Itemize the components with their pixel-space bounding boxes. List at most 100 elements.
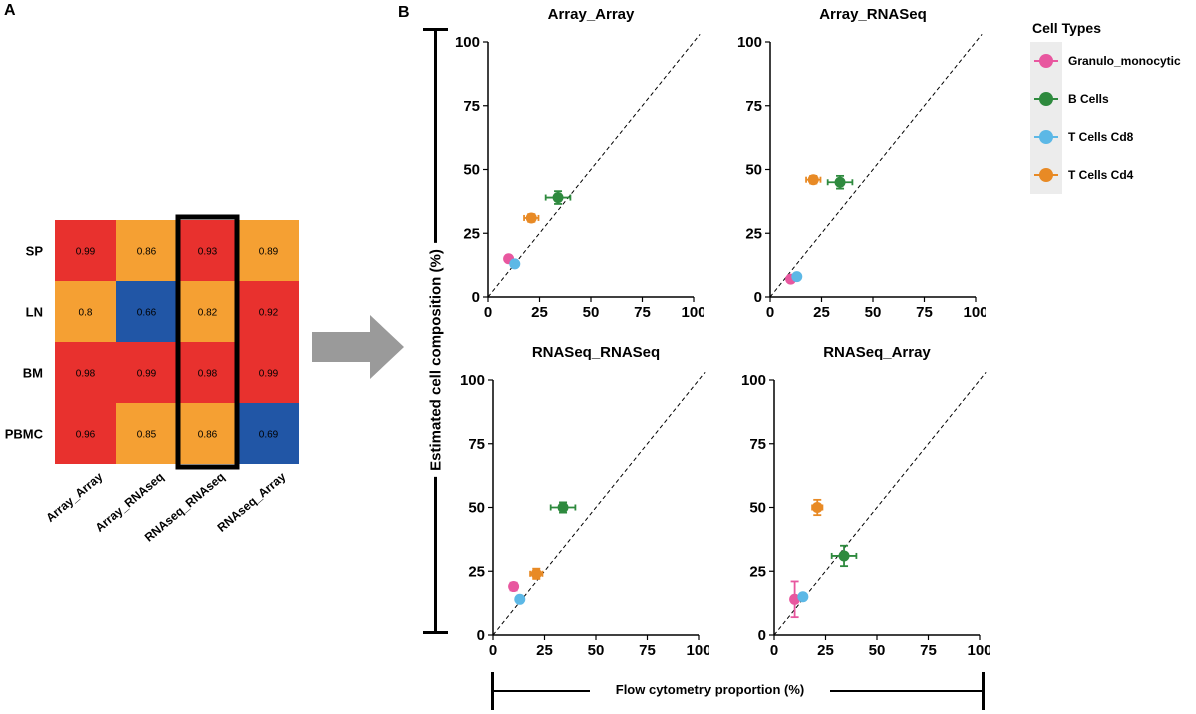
y-tick-label: 25 <box>745 225 762 242</box>
heatmap-cell <box>116 281 177 342</box>
heatmap-cell-value: 0.85 <box>137 430 157 441</box>
y-tick-label: 50 <box>468 500 485 517</box>
legend-label: T Cells Cd8 <box>1068 130 1134 144</box>
y-tick-label: 25 <box>463 225 480 242</box>
x-tick-label: 100 <box>681 304 704 321</box>
scatter-plot-rnaseq-array: RNASeq_Array 0 25 50 75 100 0 25 50 75 100 <box>741 344 990 659</box>
point-marker <box>557 502 569 513</box>
y-tick-label: 100 <box>455 34 480 51</box>
heatmap-cell-value: 0.69 <box>259 430 279 441</box>
heatmap-cell <box>116 342 177 403</box>
x-tick-label: 25 <box>531 304 548 321</box>
point-marker <box>834 176 846 188</box>
x-axis-label: Flow cytometry proportion (%) <box>590 682 830 698</box>
y-tick-label: 0 <box>472 289 480 306</box>
x-tick-label: 25 <box>813 304 830 321</box>
heatmap-cell <box>177 403 238 464</box>
identity-line <box>773 372 987 636</box>
y-tick-label: 100 <box>460 372 485 389</box>
legend-dot-icon <box>1039 54 1053 68</box>
identity-line <box>492 372 706 636</box>
y-axis-label: Estimated cell composition (%) <box>427 243 445 477</box>
heatmap-row-label: PBMC <box>5 427 44 442</box>
heatmap-cell <box>55 342 116 403</box>
right-arrow-icon <box>312 315 404 379</box>
heatmap-row-label: BM <box>23 366 43 381</box>
point-marker <box>838 550 850 562</box>
plot-title: RNASeq_RNASeq <box>532 344 660 361</box>
plot-title: Array_Array <box>548 6 635 23</box>
x-tick-label: 0 <box>484 304 492 321</box>
data-point-b-cells <box>826 174 854 190</box>
heatmap-cell-value: 0.89 <box>259 247 279 258</box>
data-point-granulo-monocytic <box>508 581 520 593</box>
point-marker <box>552 192 564 204</box>
point-marker <box>811 502 823 513</box>
y-tick-label: 0 <box>477 627 485 644</box>
data-point-b-cells <box>544 190 572 205</box>
heatmap-cell-value: 0.82 <box>198 308 218 319</box>
data-point-t-cells-cd8 <box>509 258 521 270</box>
legend-dot-icon <box>1039 92 1053 106</box>
panel-label-a: A <box>4 2 16 19</box>
legend-dot-icon <box>1039 168 1053 182</box>
heatmap-cell <box>55 403 116 464</box>
heatmap-cell-value: 0.92 <box>259 308 279 319</box>
x-tick-label: 100 <box>967 642 990 659</box>
x-tick-label: 50 <box>583 304 600 321</box>
identity-line <box>769 34 983 298</box>
heatmap-cell-value: 0.86 <box>198 430 218 441</box>
heatmap-cell-value: 0.99 <box>76 247 96 258</box>
y-tick-label: 50 <box>749 500 766 517</box>
legend-item-t-cells-cd4: T Cells Cd4 <box>1030 156 1133 194</box>
x-tick-label: 0 <box>770 642 778 659</box>
x-tick-label: 50 <box>588 642 605 659</box>
point-marker <box>530 568 542 580</box>
legend-title: Cell Types <box>1032 20 1101 36</box>
legend: Cell Types Granulo_monocytic B Cells T C… <box>1030 20 1181 194</box>
y-tick-label: 50 <box>745 162 762 179</box>
x-tick-label: 100 <box>963 304 986 321</box>
heatmap-cell <box>238 281 299 342</box>
y-tick-label: 0 <box>754 289 762 306</box>
x-tick-label: 50 <box>865 304 882 321</box>
heatmap-cell <box>238 220 299 281</box>
x-tick-label: 0 <box>489 642 497 659</box>
panel-label-b: B <box>398 4 410 21</box>
scatter-plot-rnaseq-rnaseq: RNASeq_RNASeq 0 25 50 75 100 0 25 50 75 100 <box>460 344 709 659</box>
data-point-t-cells-cd8 <box>797 591 809 603</box>
heatmap-cell <box>177 281 238 342</box>
heatmap-cell <box>177 220 238 281</box>
heatmap: SP 0.99 0.86 0.93 0.89 LN 0.8 0.66 0.82 0.92 BM 0.9… <box>5 214 299 545</box>
x-tick-label: 75 <box>916 304 933 321</box>
x-tick-label: 25 <box>817 642 834 659</box>
heatmap-cell-value: 0.8 <box>79 308 93 319</box>
x-tick-label: 100 <box>686 642 709 659</box>
heatmap-cell <box>116 403 177 464</box>
data-point-t-cells-cd4 <box>811 498 824 517</box>
y-tick-label: 25 <box>468 563 485 580</box>
heatmap-cell <box>116 220 177 281</box>
y-tick-label: 0 <box>758 627 766 644</box>
heatmap-cell-value: 0.99 <box>137 369 157 380</box>
x-tick-label: 50 <box>869 642 886 659</box>
heatmap-cell <box>238 342 299 403</box>
scatter-plot-array-array: Array_Array 0 25 50 75 100 0 25 50 75 100 <box>455 6 704 321</box>
point-marker <box>791 271 803 283</box>
heatmap-cell <box>238 403 299 464</box>
point-marker <box>509 258 521 270</box>
plot-title: Array_RNASeq <box>819 6 927 23</box>
heatmap-cell-value: 0.93 <box>198 247 218 258</box>
y-tick-label: 50 <box>463 162 480 179</box>
y-tick-label: 75 <box>468 436 485 453</box>
heatmap-cell <box>177 342 238 403</box>
point-marker <box>514 593 526 605</box>
data-point-t-cells-cd4 <box>529 567 544 580</box>
point-marker <box>525 212 537 224</box>
heatmap-cell <box>55 281 116 342</box>
x-tick-label: 75 <box>920 642 937 659</box>
y-tick-label: 75 <box>749 436 766 453</box>
heatmap-cell-value: 0.99 <box>259 369 279 380</box>
x-tick-label: 25 <box>536 642 553 659</box>
data-point-t-cells-cd8 <box>791 271 803 283</box>
